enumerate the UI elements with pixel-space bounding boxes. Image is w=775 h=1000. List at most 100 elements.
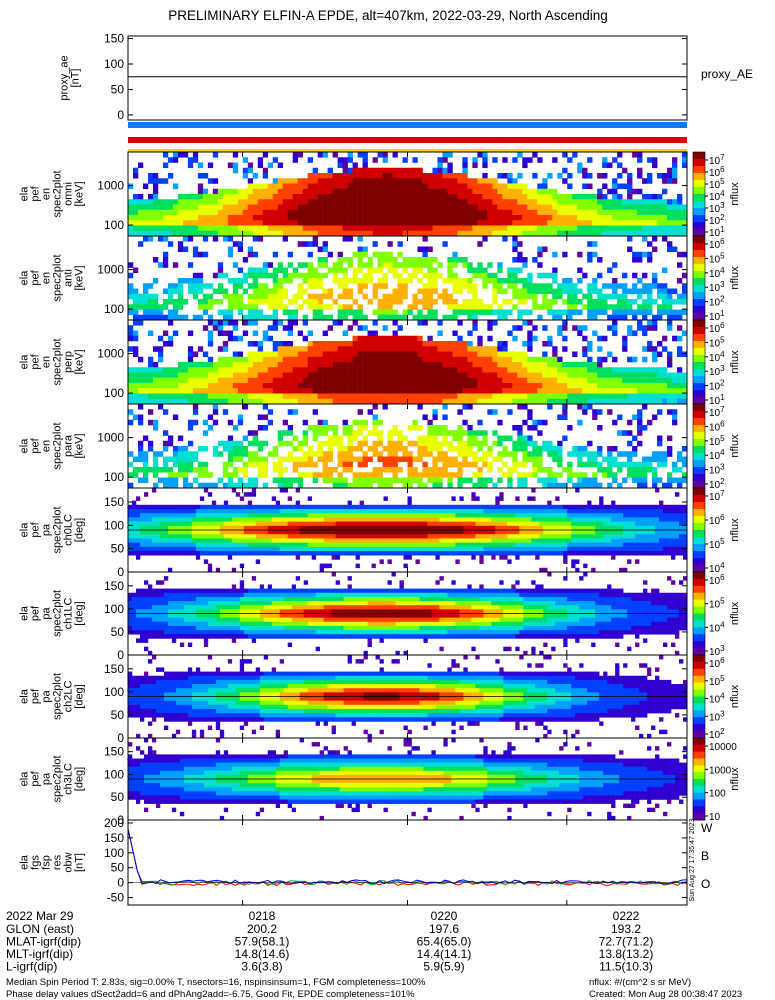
energy-panel-2-cell bbox=[442, 173, 448, 179]
energy-panel-4-cell bbox=[327, 346, 333, 352]
energy-panel-2-cell bbox=[587, 194, 593, 200]
energy-panel-5-cell bbox=[607, 409, 613, 415]
energy-panel-5-cell bbox=[587, 482, 593, 489]
energy-panel-2-cell bbox=[427, 220, 433, 226]
energy-panel-4-cell bbox=[217, 320, 224, 326]
energy-panel-2-cell bbox=[612, 204, 618, 211]
energy-panel-3-cb-label-4: 102 bbox=[709, 295, 725, 309]
energy-panel-4-cell bbox=[262, 388, 269, 394]
energy-panel-4-cell bbox=[262, 383, 269, 389]
energy-panel-3-cell bbox=[682, 251, 688, 258]
energy-panel-5-cell bbox=[592, 456, 598, 463]
energy-panel-3-cell bbox=[167, 309, 174, 316]
energy-panel-2-cell bbox=[367, 199, 373, 205]
energy-panel-4-cell bbox=[392, 330, 398, 337]
energy-panel-4-cell bbox=[377, 341, 383, 347]
energy-panel-2-cell bbox=[627, 204, 633, 211]
energy-panel-5-cb-label-3: 104 bbox=[709, 448, 725, 462]
pa-panel-6-cell bbox=[167, 546, 173, 552]
energy-panel-2-cell bbox=[417, 178, 423, 184]
pa-panel-6-cell bbox=[239, 546, 245, 552]
energy-panel-2-cell bbox=[402, 225, 408, 232]
energy-panel-2-cell bbox=[402, 157, 408, 163]
energy-panel-4-cell bbox=[657, 388, 663, 394]
energy-panel-4-cell bbox=[302, 367, 308, 373]
energy-panel-5-cell bbox=[257, 414, 264, 421]
energy-panel-2-cell bbox=[497, 209, 503, 216]
energy-panel-4-cell bbox=[232, 351, 239, 358]
energy-panel-3-cell bbox=[317, 309, 323, 316]
energy-panel-3-cell bbox=[327, 304, 333, 310]
energy-panel-4-cell bbox=[422, 341, 428, 347]
energy-panel-5-cell bbox=[387, 435, 393, 442]
energy-panel-4-cell bbox=[282, 398, 289, 405]
energy-panel-2-cell bbox=[442, 188, 448, 195]
energy-panel-2-cell bbox=[262, 188, 269, 195]
energy-panel-5-cell bbox=[532, 446, 538, 452]
energy-panel-3-cell bbox=[282, 309, 289, 316]
pa-panel-6-cell bbox=[255, 551, 261, 556]
energy-panel-4-cell bbox=[387, 367, 393, 373]
energy-panel-5-cell bbox=[362, 472, 368, 478]
energy-panel-4-cell bbox=[587, 356, 593, 363]
energy-panel-4-cell bbox=[277, 388, 284, 394]
energy-panel-5-cell bbox=[232, 482, 239, 489]
energy-panel-5-cell bbox=[222, 482, 229, 489]
energy-panel-3-cell bbox=[337, 314, 343, 321]
energy-panel-4-cell bbox=[642, 325, 648, 331]
energy-panel-3-cell bbox=[147, 299, 154, 305]
energy-panel-3-cell bbox=[627, 299, 633, 305]
energy-panel-2-cell bbox=[617, 194, 623, 200]
pa-panel-6-cell bbox=[235, 551, 241, 556]
energy-panel-4-cell bbox=[287, 362, 294, 368]
energy-panel-2-cell bbox=[252, 230, 259, 237]
energy-panel-3-cell bbox=[397, 272, 403, 279]
energy-panel-4-cell bbox=[542, 377, 548, 384]
energy-panel-2-cell bbox=[477, 220, 483, 226]
energy-panel-3-cell bbox=[397, 251, 403, 258]
energy-panel-5-cell bbox=[302, 440, 308, 447]
energy-panel-5-cell bbox=[252, 440, 259, 447]
energy-panel-4-cell bbox=[532, 372, 538, 379]
energy-panel-3-cell bbox=[367, 257, 373, 263]
energy-panel-5-cb-title: nflux bbox=[729, 434, 741, 458]
energy-panel-2-cell bbox=[337, 183, 343, 190]
pa-panel-6-cell bbox=[283, 513, 289, 518]
energy-panel-3-cell bbox=[402, 283, 408, 289]
energy-panel-2-cell bbox=[327, 167, 333, 174]
pa-panel-6-cell bbox=[163, 525, 169, 531]
energy-panel-3-cell bbox=[327, 288, 333, 295]
energy-panel-2-cell bbox=[412, 194, 418, 200]
energy-panel-2-cell bbox=[582, 167, 588, 174]
energy-panel-2-cell bbox=[302, 178, 308, 184]
energy-panel-3-cell bbox=[632, 283, 638, 289]
energy-panel-2-cell bbox=[642, 178, 648, 184]
energy-panel-2-cell bbox=[337, 173, 343, 179]
energy-panel-5-cell bbox=[552, 446, 558, 452]
energy-panel-4-cell bbox=[502, 393, 508, 400]
energy-panel-3-cell bbox=[542, 293, 548, 300]
energy-panel-2-cell bbox=[187, 204, 194, 211]
energy-panel-4-cell bbox=[582, 346, 588, 352]
energy-panel-5-cell bbox=[392, 451, 398, 457]
energy-panel-4-cell bbox=[387, 351, 393, 358]
pa-panel-6-cell bbox=[135, 513, 141, 518]
energy-panel-4-cell bbox=[377, 356, 383, 363]
pa-panel-6-cell bbox=[275, 513, 281, 518]
energy-panel-4-cell bbox=[347, 367, 353, 373]
energy-panel-4-cell bbox=[462, 372, 468, 379]
energy-panel-5-cell bbox=[462, 419, 468, 426]
energy-panel-4-cell bbox=[232, 393, 239, 400]
energy-panel-2-cell bbox=[337, 204, 343, 211]
energy-panel-5-cell bbox=[377, 451, 383, 457]
energy-panel-2-cell bbox=[362, 204, 368, 211]
energy-panel-4-cell bbox=[297, 367, 303, 373]
energy-panel-2-cell bbox=[612, 215, 618, 221]
energy-panel-2-cell bbox=[332, 188, 338, 195]
energy-panel-5-cell bbox=[197, 467, 204, 473]
energy-panel-4-cb-seg-10 bbox=[693, 390, 705, 398]
energy-panel-3-cell bbox=[427, 272, 433, 279]
energy-panel-4-cell bbox=[207, 393, 214, 400]
energy-panel-4-cell bbox=[562, 335, 568, 342]
energy-panel-5-cell bbox=[682, 456, 688, 463]
